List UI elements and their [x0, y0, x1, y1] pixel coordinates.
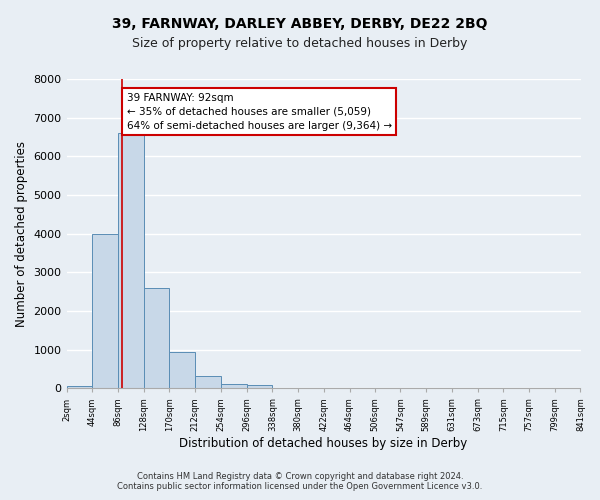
- Text: Contains HM Land Registry data © Crown copyright and database right 2024.: Contains HM Land Registry data © Crown c…: [137, 472, 463, 481]
- Bar: [195, 376, 221, 388]
- Bar: [247, 384, 272, 388]
- Bar: [221, 384, 247, 388]
- X-axis label: Distribution of detached houses by size in Derby: Distribution of detached houses by size …: [179, 437, 467, 450]
- Y-axis label: Number of detached properties: Number of detached properties: [15, 140, 28, 326]
- Bar: [144, 288, 169, 388]
- Bar: [92, 234, 118, 388]
- Bar: [67, 386, 92, 388]
- Text: 39 FARNWAY: 92sqm
← 35% of detached houses are smaller (5,059)
64% of semi-detac: 39 FARNWAY: 92sqm ← 35% of detached hous…: [127, 92, 392, 130]
- Text: Size of property relative to detached houses in Derby: Size of property relative to detached ho…: [133, 38, 467, 51]
- Text: 39, FARNWAY, DARLEY ABBEY, DERBY, DE22 2BQ: 39, FARNWAY, DARLEY ABBEY, DERBY, DE22 2…: [112, 18, 488, 32]
- Bar: [169, 352, 195, 389]
- Bar: [118, 133, 144, 388]
- Text: Contains public sector information licensed under the Open Government Licence v3: Contains public sector information licen…: [118, 482, 482, 491]
